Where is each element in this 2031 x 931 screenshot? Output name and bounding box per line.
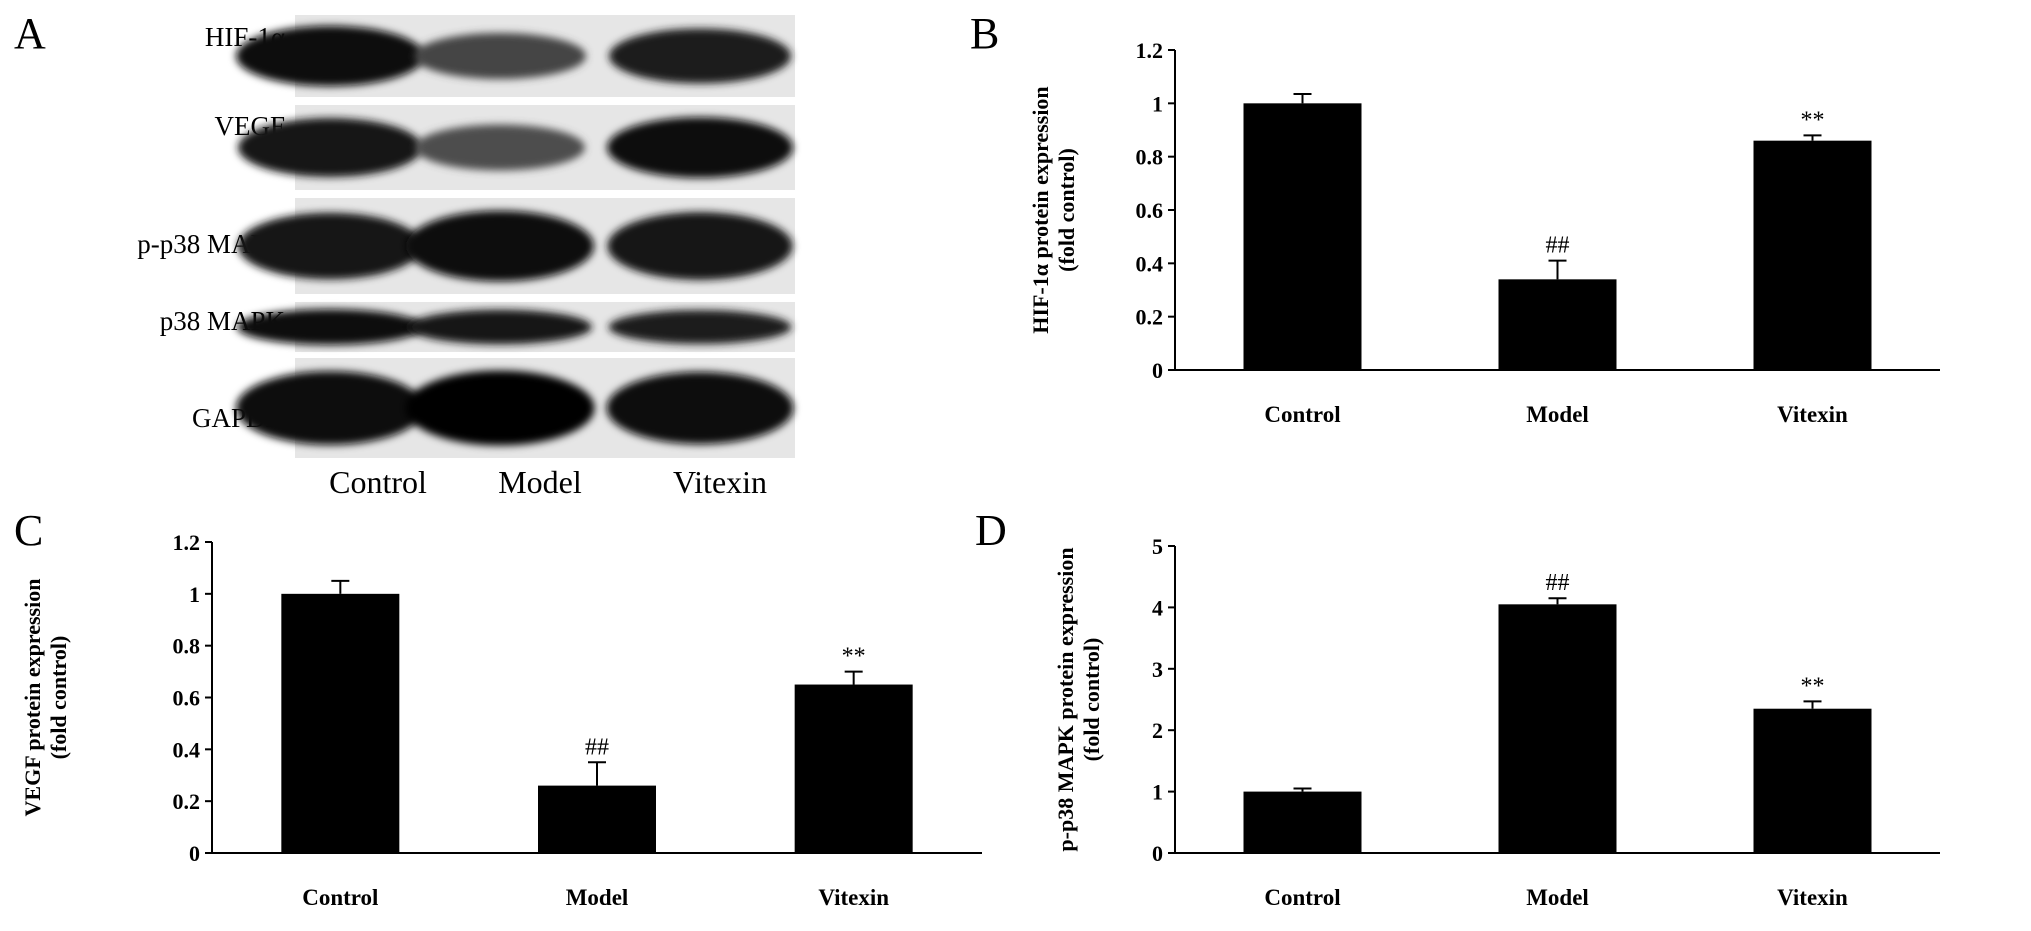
- lane-label: Model: [498, 464, 582, 500]
- significance-label: **: [842, 644, 866, 670]
- blot-band: [238, 118, 422, 177]
- bar: [281, 593, 400, 853]
- blot-band: [415, 124, 585, 171]
- y-axis-title: p-p38 MAPK protein expression: [1053, 547, 1078, 851]
- significance-label: ##: [585, 734, 609, 760]
- lane-label: Vitexin: [673, 464, 767, 500]
- bar: [794, 684, 913, 853]
- significance-label: ##: [1546, 233, 1570, 259]
- y-tick-label: 0.6: [173, 686, 201, 711]
- y-tick-label: 0.2: [1136, 305, 1164, 330]
- y-tick-label: 0: [189, 841, 200, 866]
- blot-band: [405, 370, 595, 446]
- blot-band: [236, 371, 424, 445]
- panel-d-letter: D: [975, 506, 1007, 555]
- blot-band: [609, 28, 791, 84]
- blot-band: [406, 210, 594, 282]
- panel-b-letter: B: [970, 9, 999, 58]
- y-axis-title: HIF-1α protein expression: [1028, 86, 1053, 333]
- y-tick-label: 2: [1152, 718, 1163, 743]
- y-tick-label: 0.2: [173, 789, 201, 814]
- y-tick-label: 0.6: [1136, 198, 1164, 223]
- y-tick-label: 0: [1152, 358, 1163, 383]
- blot-band: [607, 212, 793, 280]
- blot-row: GAPDH: [192, 358, 795, 458]
- bar: [1753, 708, 1872, 853]
- chart-panel-d: D 0 1 2 3 4 5 Control ## Model ** Vitexin p-p38 MAP…: [975, 506, 1940, 910]
- category-label: Model: [1526, 402, 1589, 427]
- y-tick-label: 0: [1152, 841, 1163, 866]
- y-tick-label: 5: [1152, 534, 1163, 559]
- y-tick-label: 3: [1152, 657, 1163, 682]
- blot-band: [408, 309, 592, 345]
- category-label: Vitexin: [1777, 885, 1848, 910]
- y-tick-label: 4: [1152, 595, 1163, 620]
- y-axis-title-unit: (fold control): [1079, 638, 1104, 762]
- lane-label: Control: [329, 464, 427, 500]
- significance-label: **: [1801, 107, 1825, 133]
- y-tick-label: 0.4: [1136, 251, 1164, 276]
- blot-row: p-p38 MAPK: [137, 198, 795, 294]
- y-tick-label: 1: [1152, 780, 1163, 805]
- blot-row: p38 MAPK: [160, 302, 795, 352]
- category-label: Control: [302, 885, 378, 910]
- bar: [1498, 279, 1617, 370]
- y-axis-title-unit: (fold control): [46, 636, 71, 760]
- blot-row: HIF-1α: [205, 15, 795, 97]
- y-axis-title: VEGF protein expression: [20, 579, 45, 817]
- y-tick-label: 1.2: [1136, 38, 1164, 63]
- bar: [1498, 604, 1617, 853]
- y-axis-title-unit: (fold control): [1054, 148, 1079, 272]
- y-tick-label: 1.2: [173, 530, 201, 555]
- y-tick-label: 1: [1152, 91, 1163, 116]
- bar: [1243, 103, 1362, 370]
- category-label: Control: [1264, 402, 1340, 427]
- blot-band: [608, 309, 792, 345]
- category-label: Model: [1526, 885, 1589, 910]
- significance-label: **: [1801, 673, 1825, 699]
- bar: [1243, 791, 1362, 853]
- bar: [538, 785, 656, 853]
- bar: [1753, 140, 1872, 370]
- blot-band: [607, 117, 793, 178]
- chart-panel-c: C 0 0.2 0.4 0.6 0.8 1 1.2 Control ## Model ** Vitex…: [14, 506, 982, 910]
- y-tick-label: 0.8: [1136, 145, 1164, 170]
- blot-band: [238, 212, 422, 280]
- category-label: Control: [1264, 885, 1340, 910]
- y-tick-label: 0.4: [173, 737, 201, 762]
- category-label: Vitexin: [818, 885, 889, 910]
- blot-band: [236, 25, 424, 87]
- blot-band: [237, 309, 423, 345]
- y-tick-label: 0.8: [173, 634, 201, 659]
- blot-band: [414, 32, 586, 80]
- blot-band: [606, 371, 794, 445]
- category-label: Model: [566, 885, 629, 910]
- panel-a-letter: A: [14, 9, 46, 58]
- category-label: Vitexin: [1777, 402, 1848, 427]
- significance-label: ##: [1546, 570, 1570, 596]
- panel-c-letter: C: [14, 506, 43, 555]
- y-tick-label: 1: [189, 582, 200, 607]
- blot-row: VEGF: [214, 105, 795, 190]
- chart-panel-b: B 0 0.2 0.4 0.6 0.8 1 1.2 Control ## Model ** Vitex…: [970, 9, 1940, 427]
